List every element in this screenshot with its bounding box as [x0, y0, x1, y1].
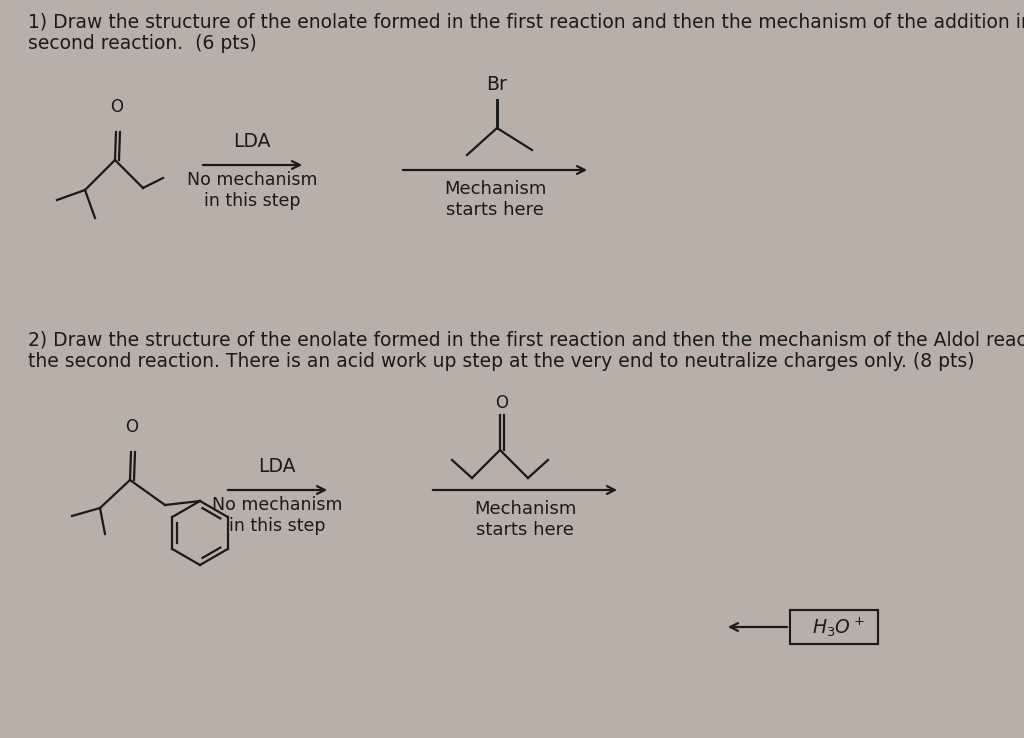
Text: O: O — [126, 418, 138, 436]
Text: LDA: LDA — [233, 132, 270, 151]
Text: LDA: LDA — [258, 457, 296, 476]
Text: O: O — [111, 98, 124, 116]
Text: Mechanism
starts here: Mechanism starts here — [443, 180, 546, 218]
Text: $H_3O^+$: $H_3O^+$ — [812, 615, 865, 638]
Text: O: O — [496, 394, 509, 412]
Text: No mechanism
in this step: No mechanism in this step — [186, 171, 317, 210]
Text: No mechanism
in this step: No mechanism in this step — [212, 496, 342, 535]
Text: 1) Draw the structure of the enolate formed in the first reaction and then the m: 1) Draw the structure of the enolate for… — [28, 12, 1024, 53]
Text: Mechanism
starts here: Mechanism starts here — [474, 500, 577, 539]
Text: 2) Draw the structure of the enolate formed in the first reaction and then the m: 2) Draw the structure of the enolate for… — [28, 330, 1024, 371]
Text: Br: Br — [486, 75, 508, 94]
